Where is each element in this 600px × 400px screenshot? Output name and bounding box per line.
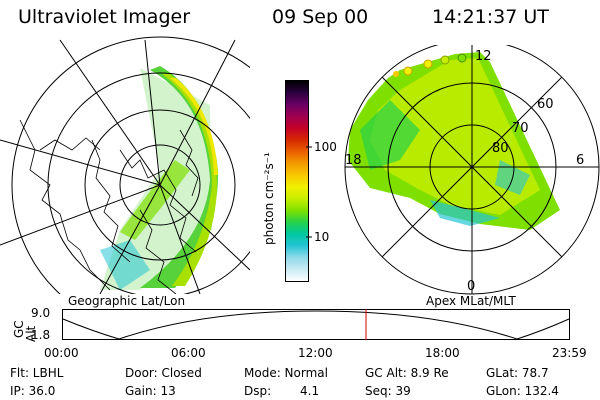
status-glon: GLon: 132.4 — [486, 384, 559, 398]
status-seq: Seq: 39 — [365, 384, 411, 398]
timeline-ymin: 1.8 — [31, 328, 51, 342]
timeline-tick-0600: 06:00 — [171, 346, 206, 360]
status-gain: Gain: 13 — [125, 384, 176, 398]
timeline-plot — [62, 309, 570, 340]
geographic-panel — [0, 36, 250, 294]
timeline-tick-1200: 12:00 — [298, 346, 333, 360]
timeline-ymax: 9.0 — [31, 306, 51, 320]
status-dsp-label: Dsp: — [244, 384, 272, 398]
polar-label-18: 18 — [345, 153, 362, 168]
status-filter: Flt: LBHL — [10, 366, 64, 380]
colorbar-label: photon cm⁻²s⁻¹ — [262, 152, 276, 245]
colorbar-ticks — [306, 146, 312, 238]
polar-label-70: 70 — [512, 121, 529, 136]
status-mode: Mode: Normal — [244, 366, 328, 380]
colorbar — [285, 80, 309, 282]
polar-panel: 80 70 60 6 18 12 0 — [344, 45, 600, 295]
polar-label-60: 60 — [537, 97, 554, 112]
status-gc-alt: GC Alt: 8.9 Re — [365, 366, 449, 380]
time-label: 14:21:37 UT — [432, 6, 549, 28]
polar-label-6: 6 — [576, 153, 584, 168]
colorbar-gradient — [286, 81, 308, 281]
status-glat: GLat: 78.7 — [486, 366, 549, 380]
timeline-tick-2359: 23:59 — [552, 346, 587, 360]
status-dsp-value: 4.1 — [300, 384, 320, 398]
colorbar-tick-100: 100 — [314, 140, 337, 154]
polar-label-80: 80 — [492, 141, 509, 156]
timeline-tick-1800: 18:00 — [425, 346, 460, 360]
instrument-title: Ultraviolet Imager — [18, 6, 191, 28]
geographic-panel-label: Geographic Lat/Lon — [68, 294, 186, 308]
polar-panel-label: Apex MLat/MLT — [426, 294, 516, 308]
polar-label-0: 0 — [467, 279, 475, 294]
colorbar-tick-10: 10 — [314, 230, 330, 244]
date-label: 09 Sep 00 — [272, 6, 369, 28]
status-door: Door: Closed — [125, 366, 202, 380]
status-ip: IP: 36.0 — [10, 384, 56, 398]
polar-label-12: 12 — [475, 49, 492, 64]
timeline-tick-0000: 00:00 — [44, 346, 79, 360]
